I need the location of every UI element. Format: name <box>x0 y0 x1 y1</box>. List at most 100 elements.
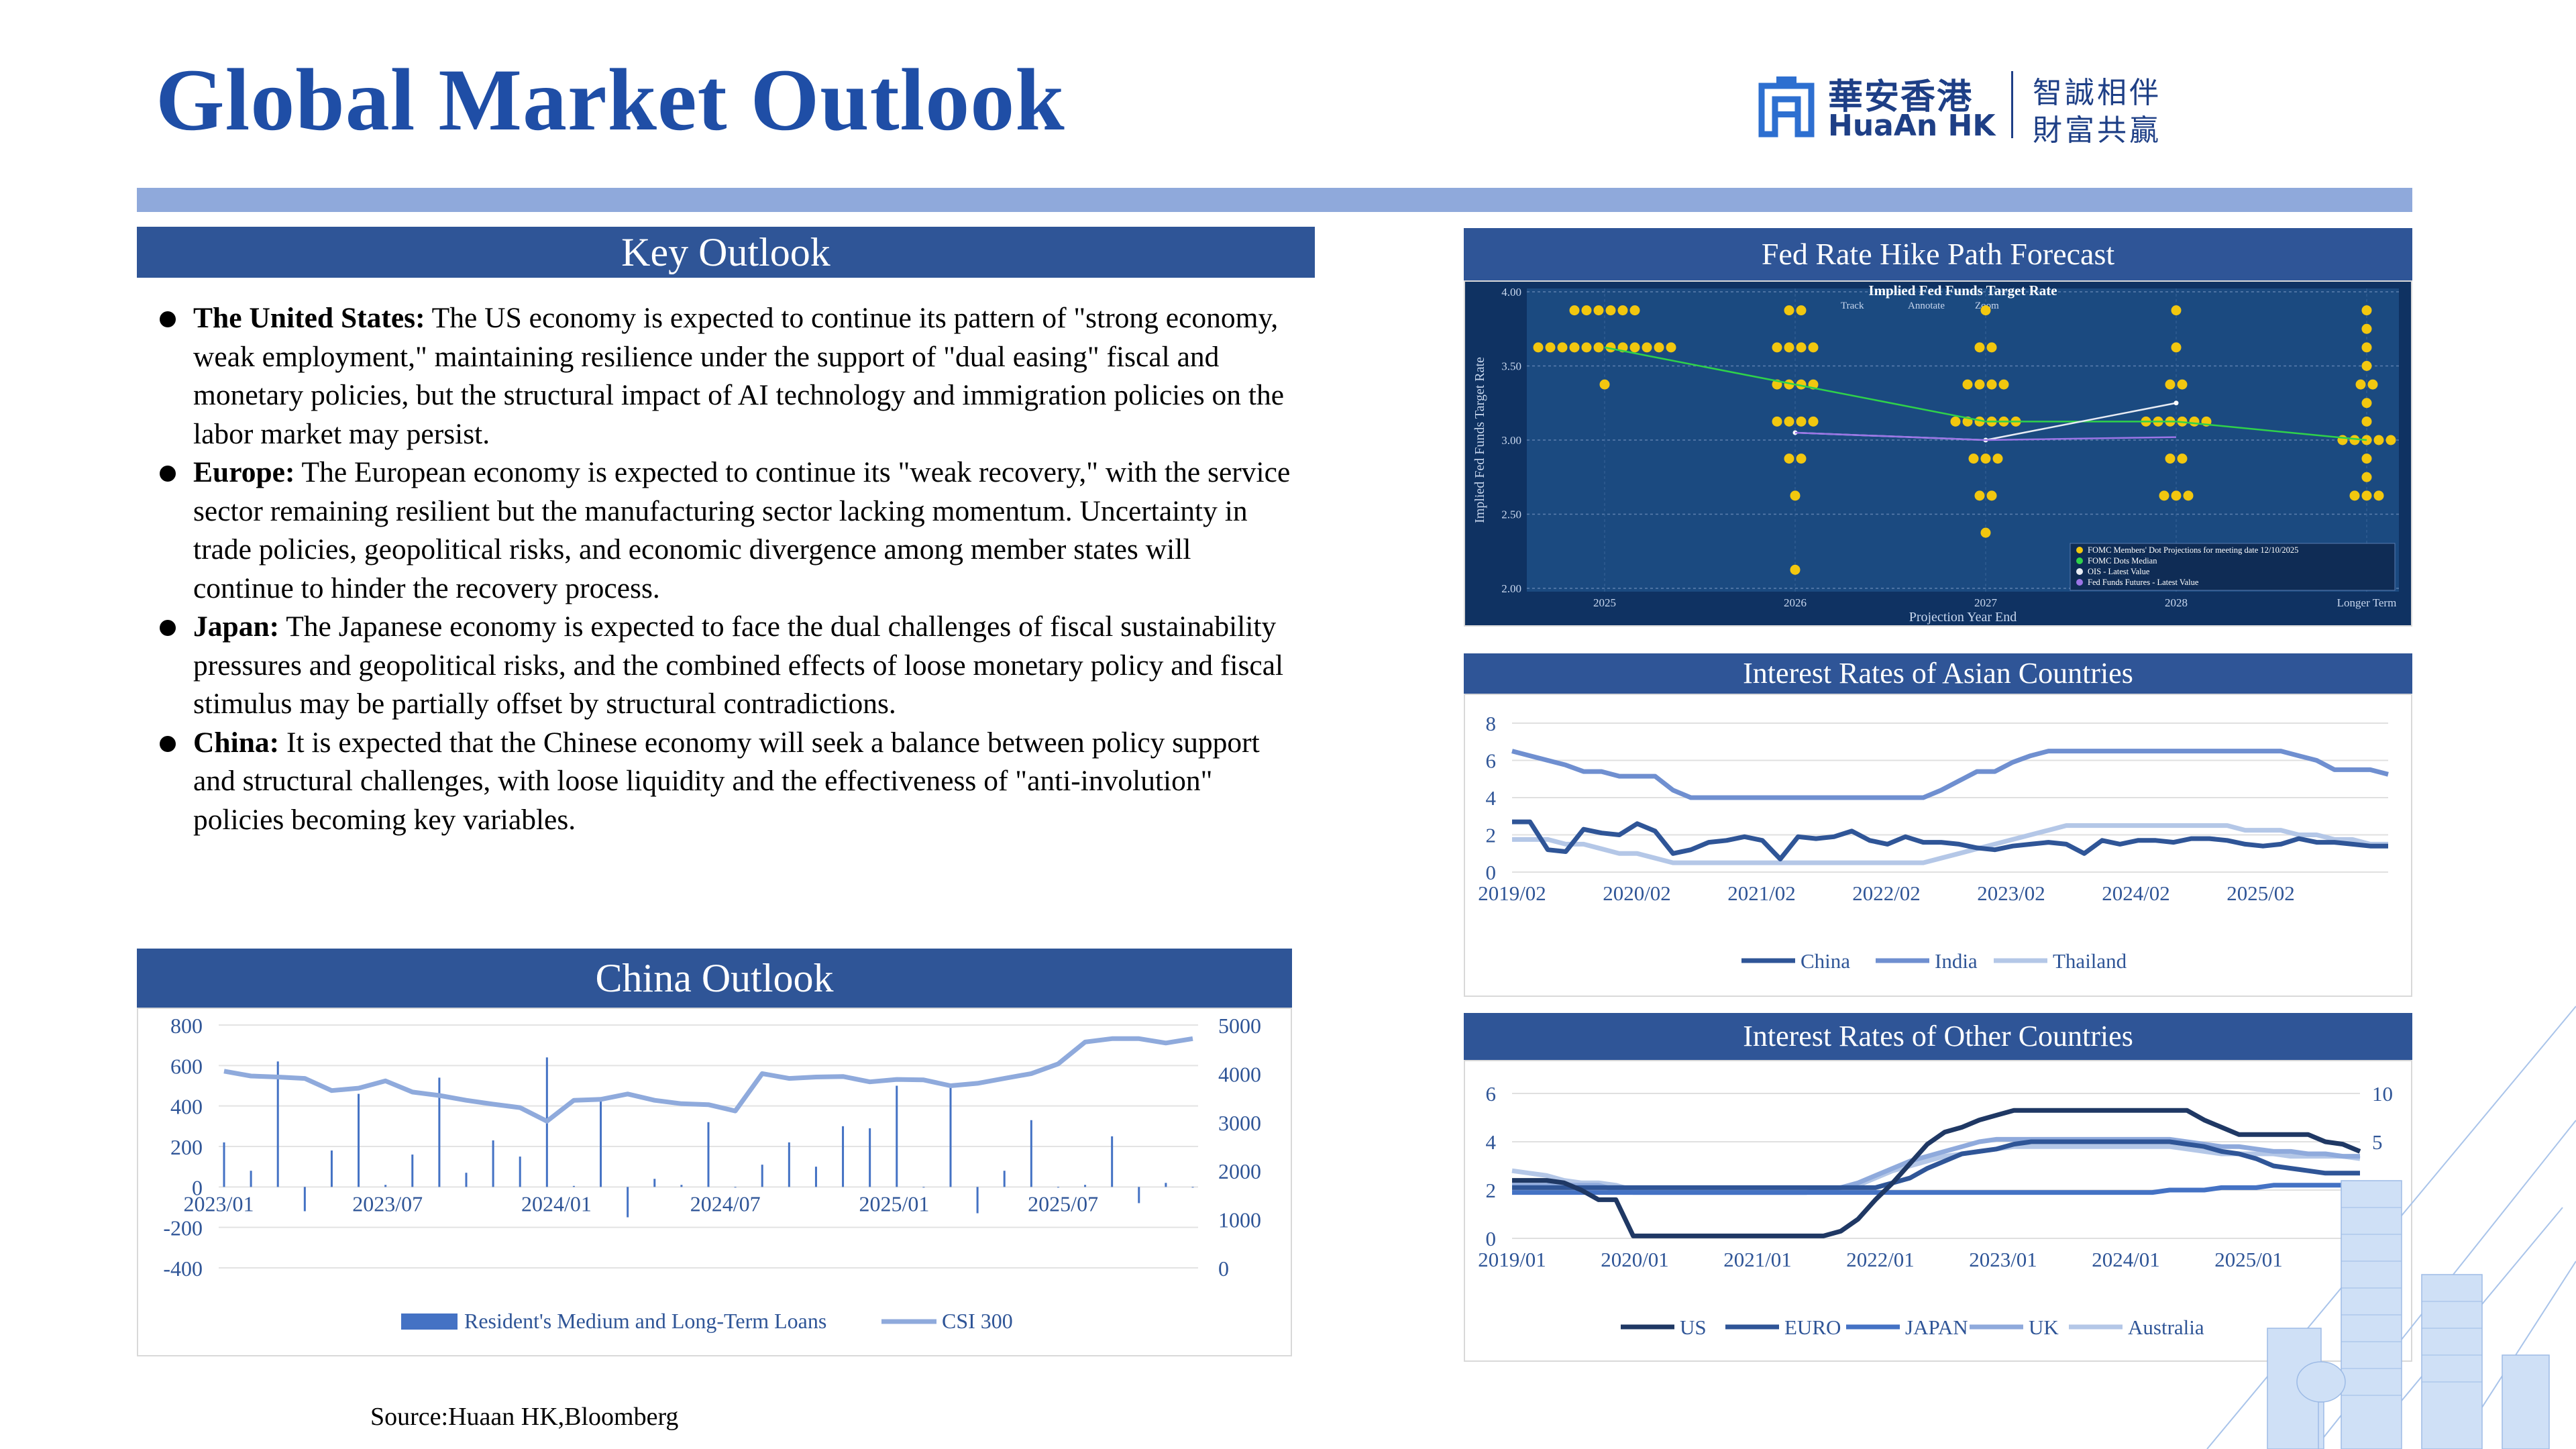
y-axis-title: Implied Fed Funds Target Rate <box>1472 357 1487 523</box>
right-axis-tick-label: 0 <box>1218 1256 1229 1281</box>
logo-slogan-line2: 財富共贏 <box>2033 113 2161 148</box>
y-tick-label: 4 <box>1486 786 1497 810</box>
outlook-label: Japan: <box>193 610 280 643</box>
fomc-dot <box>1666 342 1676 353</box>
loan-bar <box>519 1157 521 1187</box>
legend-label: Australia <box>2128 1316 2204 1339</box>
y-tick-label: 6 <box>1486 749 1497 773</box>
left-axis-tick-label: -200 <box>163 1216 203 1240</box>
left-axis-tick-label: 6 <box>1486 1082 1497 1106</box>
loan-bar <box>438 1077 441 1187</box>
city-skyline-decoration-icon <box>2206 1006 2576 1449</box>
loan-bar <box>1138 1187 1140 1203</box>
fomc-dot <box>2349 435 2360 445</box>
x-tick-label: 2022/01 <box>1846 1248 1915 1271</box>
series-line-us <box>1512 1108 2361 1238</box>
loan-bar <box>492 1140 494 1187</box>
fomc-dot <box>2385 435 2396 445</box>
fomc-dot <box>2361 342 2372 353</box>
china-outlook-chart-panel: 800 600 400 200 0 -200 -400 5000 4000 3000 2000 100… <box>137 1008 1292 1356</box>
fomc-dot <box>1784 305 1794 316</box>
fomc-dot <box>1790 564 1801 575</box>
fomc-dot <box>1545 342 1556 353</box>
other-rates-header: Interest Rates of Other Countries <box>1464 1013 2412 1060</box>
fed-inner-title: Implied Fed Funds Target Rate <box>1868 282 2057 299</box>
fomc-dot <box>2361 490 2372 501</box>
legend-label-csi300: CSI 300 <box>942 1309 1013 1333</box>
outlook-label: The United States: <box>193 302 425 334</box>
fomc-dot <box>1796 342 1807 353</box>
outlook-item-china: China: It is expected that the Chinese e… <box>156 724 1296 840</box>
fomc-dot <box>1790 490 1801 501</box>
fomc-dot <box>1642 342 1652 353</box>
fomc-dot <box>2361 323 2372 334</box>
fomc-dot <box>1992 453 2003 464</box>
loan-bar <box>976 1187 979 1214</box>
fomc-dot <box>2373 490 2384 501</box>
fomc-dot <box>2361 305 2372 316</box>
left-axis-tick-label: 200 <box>170 1135 203 1159</box>
fomc-dot <box>1654 342 1664 353</box>
key-outlook-list: The United States: The US economy is exp… <box>156 299 1296 839</box>
y-tick-label: 2 <box>1486 824 1497 847</box>
fed-legend-label: OIS - Latest Value <box>2088 567 2150 576</box>
fomc-dot <box>2183 490 2194 501</box>
bullet-icon <box>160 620 176 636</box>
x-tick-label: 2025/02 <box>2226 881 2295 905</box>
china-outlook-header: China Outlook <box>137 949 1292 1008</box>
right-axis-tick-label: 4000 <box>1218 1062 1261 1086</box>
loan-bar <box>1111 1136 1114 1187</box>
logo-divider <box>2011 71 2013 138</box>
fed-futures-line <box>1794 431 2177 441</box>
fomc-dot <box>2349 490 2360 501</box>
outlook-label: Europe: <box>193 456 295 488</box>
loan-bar <box>1084 1185 1087 1187</box>
asia-rates-header: Interest Rates of Asian Countries <box>1464 653 2412 694</box>
x-tick-label: 2021/02 <box>1727 881 1796 905</box>
loan-bar <box>411 1155 414 1187</box>
fed-dot-plot-chart: 4.00 3.50 3.00 2.50 2.00 2025 2026 2027 2028 Long… <box>1465 282 2411 625</box>
fed-legend-marker <box>2076 568 2083 575</box>
right-axis-tick-label: 2000 <box>1218 1159 1261 1183</box>
logo-english-name: HuaAn HK <box>1828 109 1996 143</box>
fomc-dot <box>1986 490 1997 501</box>
fomc-dot <box>1974 342 1985 353</box>
left-axis-tick-label: 800 <box>170 1014 203 1038</box>
loan-bar <box>869 1128 871 1187</box>
x-tick-label: 2019/02 <box>1478 881 1546 905</box>
fomc-dot <box>1796 416 1807 427</box>
fomc-dot <box>1980 453 1991 464</box>
fomc-dot <box>1772 342 1782 353</box>
legend-label: China <box>1801 949 1850 973</box>
fomc-dot <box>1950 416 1961 427</box>
x-tick-label: 2028 <box>2165 596 2188 609</box>
x-tick-label: 2025/01 <box>2214 1248 2283 1271</box>
x-axis-title: Projection Year End <box>1909 610 2017 625</box>
x-tick-label: 2020/02 <box>1603 881 1671 905</box>
left-axis-tick-label: 0 <box>1486 1227 1497 1250</box>
fomc-dot <box>2177 379 2188 390</box>
left-axis-tick-label: -400 <box>163 1256 203 1281</box>
fed-legend-box <box>2070 543 2396 591</box>
fomc-dot <box>1629 342 1640 353</box>
fomc-dot <box>1605 305 1616 316</box>
fomc-dot <box>2355 379 2366 390</box>
fed-legend-marker <box>2076 547 2083 553</box>
fomc-dot <box>1557 342 1568 353</box>
loan-bar <box>680 1185 683 1187</box>
series-line-japan <box>1512 1183 2360 1195</box>
loan-bar <box>600 1099 602 1187</box>
loan-bar <box>842 1126 845 1187</box>
fomc-dot <box>1784 342 1794 353</box>
china-outlook-chart: 8006004002000-200-4005000400030002000100… <box>163 1014 1261 1333</box>
fed-legend-marker <box>2076 579 2083 586</box>
title-divider-bar <box>137 188 2412 212</box>
bullet-icon <box>160 311 176 327</box>
bullet-icon <box>160 466 176 482</box>
legend-label: Thailand <box>2053 949 2127 973</box>
x-tick-label: 2022/02 <box>1852 881 1921 905</box>
fomc-dot <box>1569 305 1580 316</box>
outlook-item-us: The United States: The US economy is exp… <box>156 299 1296 453</box>
series-line-china <box>1512 819 2388 862</box>
loan-bar <box>1165 1183 1167 1187</box>
